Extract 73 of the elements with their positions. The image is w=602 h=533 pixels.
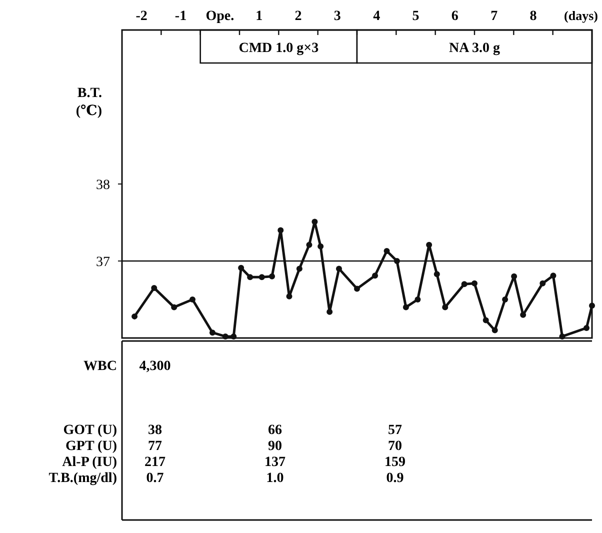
x-tick-label: -2	[136, 9, 148, 24]
y-axis-title: B.T. (℃)	[76, 86, 102, 119]
x-tick-label: -1	[174, 9, 187, 24]
point	[434, 271, 440, 278]
category-label: GPT (U)	[66, 439, 117, 454]
x-axis-title: (days)	[564, 8, 598, 23]
category-label: WBC	[84, 359, 117, 374]
text: 159	[384, 455, 406, 470]
point	[222, 333, 228, 340]
point	[414, 296, 421, 302]
point	[238, 264, 244, 271]
point	[151, 284, 158, 291]
point	[336, 266, 342, 272]
point	[209, 330, 216, 336]
text: 90	[268, 439, 282, 454]
point	[278, 227, 284, 234]
x-tick-label: 8	[530, 9, 537, 24]
text: 217	[144, 455, 166, 470]
text: 137	[264, 455, 286, 470]
point	[550, 272, 556, 279]
point	[584, 324, 590, 331]
x-tick-label: 1	[256, 9, 263, 24]
point	[318, 243, 324, 250]
text: 1.0	[266, 471, 284, 486]
point	[326, 308, 333, 315]
x-tick-label: 4	[373, 9, 380, 24]
text: 77	[148, 439, 162, 454]
point	[482, 317, 489, 324]
point	[354, 286, 360, 292]
point	[269, 273, 276, 280]
point	[312, 218, 318, 225]
category-label: Al-P (IU)	[62, 455, 117, 470]
text: 38	[148, 423, 162, 438]
point	[258, 274, 265, 280]
point	[540, 280, 546, 286]
point	[394, 258, 400, 264]
point	[171, 304, 178, 310]
category-label: GOT (U)	[63, 423, 117, 438]
text: 4,300	[139, 359, 171, 374]
x-tick-label: 2	[294, 9, 302, 24]
point	[132, 313, 138, 320]
point	[384, 248, 390, 254]
point	[286, 293, 292, 300]
x-tick-label: 3	[334, 9, 341, 24]
text: 66	[268, 423, 282, 438]
point	[559, 333, 566, 340]
band-label: NA 3.0 g	[449, 41, 500, 56]
point	[511, 273, 518, 280]
text: 0.9	[386, 471, 404, 486]
point	[372, 272, 378, 279]
x-tick-label: Ope.	[206, 9, 234, 24]
point	[461, 281, 468, 288]
point	[589, 302, 595, 309]
point	[247, 274, 254, 280]
x-tick-label: 5	[412, 9, 420, 24]
text: 70	[388, 439, 402, 454]
point	[502, 296, 508, 302]
point	[492, 327, 498, 334]
point	[442, 304, 448, 310]
point	[472, 280, 478, 286]
category-label: T.B.(mg/dl)	[48, 471, 117, 486]
text: 57	[388, 423, 402, 438]
text: 0.7	[146, 471, 164, 486]
y-tick-label: 37	[96, 255, 110, 270]
point	[426, 242, 432, 248]
x-tick-label: 6	[451, 9, 458, 24]
point	[190, 296, 196, 302]
band-label: CMD 1.0 g×3	[238, 41, 319, 56]
point	[306, 242, 312, 248]
point	[230, 333, 237, 340]
point	[402, 304, 409, 310]
x-tick-label: 7	[490, 9, 498, 24]
point	[296, 266, 302, 272]
